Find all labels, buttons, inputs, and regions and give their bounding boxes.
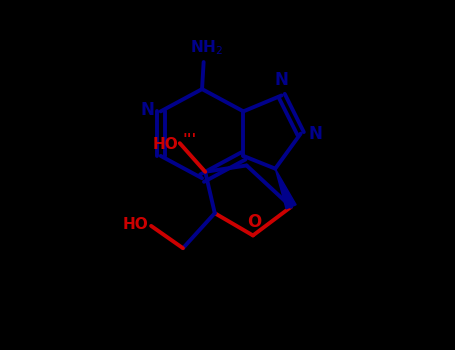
Text: ''': ''': [182, 133, 197, 148]
Polygon shape: [275, 169, 296, 209]
Text: HO: HO: [152, 137, 178, 152]
Text: NH$_2$: NH$_2$: [190, 38, 223, 57]
Text: N: N: [275, 71, 288, 89]
Text: N: N: [141, 101, 154, 119]
Text: HO: HO: [122, 217, 148, 232]
Text: N: N: [308, 125, 323, 143]
Text: O: O: [248, 213, 262, 231]
